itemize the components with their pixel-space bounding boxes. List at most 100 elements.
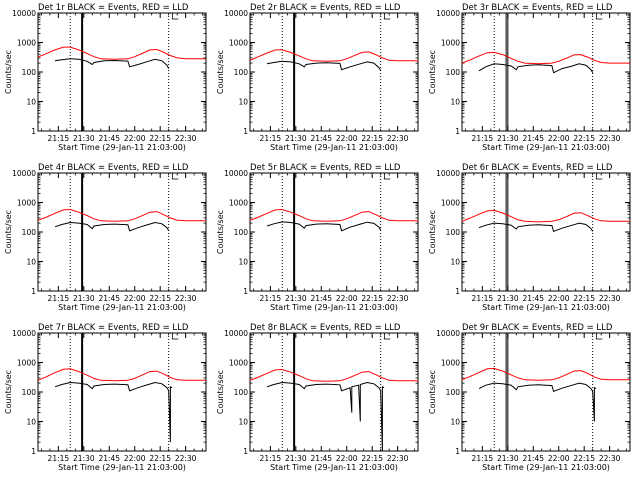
detector-panel-1: Det 1r BLACK = Events, RED = LLD 1 10 100 10…: [4, 3, 207, 152]
y-tick-label: 1000: [441, 39, 460, 48]
y-axis-label: Counts/sec: [216, 50, 225, 94]
x-tick-label: 22:30: [387, 294, 409, 303]
panel-title: Det 2r BLACK = Events, RED = LLD: [250, 3, 401, 13]
panel-title: Det 9r BLACK = Events, RED = LLD: [462, 323, 613, 333]
x-tick-label: 22:30: [599, 454, 621, 463]
y-tick-label: 10: [238, 418, 248, 427]
x-tick-label: 22:15: [573, 134, 595, 143]
x-axis-label: Start Time (29-Jan-11 21:03:00): [270, 143, 398, 152]
y-tick-label: 10000: [224, 9, 248, 18]
plot-frame: [249, 12, 419, 132]
y-tick-label: 100: [22, 388, 37, 397]
panel-title: Det 6r BLACK = Events, RED = LLD: [462, 163, 613, 173]
y-tick-label: 10000: [436, 329, 460, 338]
events-series-line: [266, 221, 382, 232]
detector-panel-7: Det 7r BLACK = Events, RED = LLD 1 10 100 10…: [4, 323, 207, 472]
x-tick-label: 21:45: [522, 134, 544, 143]
y-tick-label: 100: [22, 228, 37, 237]
y-tick-label: 10: [238, 98, 248, 107]
x-tick-label: 21:15: [260, 454, 282, 463]
x-tick-label: 22:15: [149, 454, 171, 463]
events-series-line: [54, 381, 173, 443]
plot-frame: [37, 12, 207, 132]
y-tick-label: 1000: [229, 199, 248, 208]
lld-series-line: [249, 368, 418, 382]
x-axis-label: Start Time (29-Jan-11 21:03:00): [482, 463, 610, 472]
x-tick-label: 21:30: [285, 294, 307, 303]
y-tick-label: 100: [234, 228, 249, 237]
events-series-line: [266, 60, 382, 72]
events-series-line: [54, 58, 170, 69]
y-tick-label: 10000: [436, 169, 460, 178]
y-tick-label: 100: [22, 68, 37, 77]
y-tick-label: 1: [455, 287, 460, 296]
lld-series-line: [461, 367, 630, 381]
panel-title: Det 8r BLACK = Events, RED = LLD: [250, 323, 401, 333]
y-tick-label: 10000: [12, 169, 36, 178]
x-axis-label: Start Time (29-Jan-11 21:03:00): [58, 303, 186, 312]
y-tick-label: 10: [238, 258, 248, 267]
y-tick-label: 10: [26, 418, 36, 427]
x-tick-label: 21:45: [310, 294, 332, 303]
x-tick-label: 22:15: [361, 294, 383, 303]
x-tick-label: 21:15: [48, 454, 70, 463]
detector-panel-8: Det 8r BLACK = Events, RED = LLD 1 10 100 10…: [216, 323, 419, 472]
detector-panel-4: Det 4r BLACK = Events, RED = LLD 1 10 100 10…: [4, 163, 207, 312]
x-tick-label: 21:45: [310, 134, 332, 143]
y-tick-label: 1: [243, 127, 248, 136]
y-tick-label: 10: [450, 258, 460, 267]
y-axis-label: Counts/sec: [4, 50, 13, 94]
x-tick-label: 22:30: [387, 454, 409, 463]
lld-series-line: [249, 208, 418, 222]
plot-frame: [461, 172, 631, 292]
lld-series-line: [37, 208, 206, 222]
panel-title: Det 4r BLACK = Events, RED = LLD: [38, 163, 189, 173]
x-tick-label: 22:15: [149, 294, 171, 303]
x-tick-label: 21:15: [472, 294, 494, 303]
x-tick-label: 22:30: [175, 294, 197, 303]
x-tick-label: 21:15: [260, 134, 282, 143]
y-tick-label: 10000: [12, 9, 36, 18]
y-tick-label: 1: [31, 127, 36, 136]
y-tick-label: 100: [446, 228, 461, 237]
x-tick-label: 22:00: [336, 294, 358, 303]
panel-title: Det 5r BLACK = Events, RED = LLD: [250, 163, 401, 173]
detector-panel-5: Det 5r BLACK = Events, RED = LLD 1 10 100 10…: [216, 163, 419, 312]
x-tick-label: 21:30: [73, 134, 95, 143]
interval-bracket-mark: [171, 173, 179, 180]
x-tick-label: 21:30: [73, 454, 95, 463]
x-tick-label: 22:15: [361, 454, 383, 463]
x-tick-label: 21:15: [472, 134, 494, 143]
x-tick-label: 22:00: [548, 294, 570, 303]
x-tick-label: 21:30: [285, 454, 307, 463]
x-tick-label: 21:30: [497, 134, 519, 143]
interval-bracket-mark: [171, 13, 179, 20]
lld-series-line: [37, 368, 206, 382]
y-tick-label: 1: [455, 127, 460, 136]
y-tick-label: 10000: [436, 9, 460, 18]
y-tick-label: 100: [234, 388, 249, 397]
plot-frame: [249, 332, 419, 452]
y-tick-label: 10: [450, 418, 460, 427]
x-axis-label: Start Time (29-Jan-11 21:03:00): [58, 143, 186, 152]
y-tick-label: 10000: [224, 169, 248, 178]
y-tick-label: 10000: [224, 329, 248, 338]
plot-frame: [461, 332, 631, 452]
x-tick-label: 21:15: [260, 294, 282, 303]
y-axis-label: Counts/sec: [216, 370, 225, 414]
panel-title: Det 3r BLACK = Events, RED = LLD: [462, 3, 613, 13]
y-tick-label: 1000: [441, 359, 460, 368]
y-axis-label: Counts/sec: [4, 370, 13, 414]
plot-frame: [461, 12, 631, 132]
interval-bracket-mark: [595, 333, 603, 340]
x-tick-label: 21:15: [48, 294, 70, 303]
x-tick-label: 21:45: [522, 294, 544, 303]
x-tick-label: 22:15: [573, 294, 595, 303]
x-tick-label: 22:00: [124, 134, 146, 143]
x-tick-label: 21:30: [73, 294, 95, 303]
x-tick-label: 21:45: [310, 454, 332, 463]
y-tick-label: 10: [26, 258, 36, 267]
x-tick-label: 21:30: [497, 454, 519, 463]
y-tick-label: 1: [31, 287, 36, 296]
y-tick-label: 100: [446, 388, 461, 397]
